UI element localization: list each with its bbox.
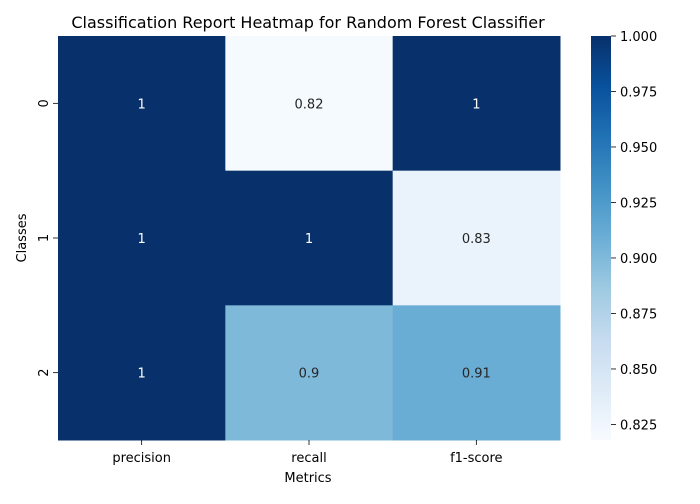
- colorbar-tick-label: 0.825: [620, 418, 657, 433]
- colorbar-tick-label: 0.850: [620, 363, 657, 378]
- cell-value-label: 0.82: [295, 97, 324, 112]
- heatmap-cell-labels: 1 0.82 1 1 1 0.83 1 0.9 0.91: [138, 97, 491, 381]
- y-tick-label: 0: [37, 99, 52, 107]
- x-tick-label: precision: [112, 451, 171, 466]
- cell-value-label: 1: [138, 232, 146, 247]
- heatmap-cell: [225, 305, 394, 441]
- chart-title: Classification Report Heatmap for Random…: [71, 13, 545, 32]
- x-axis-label: Metrics: [284, 471, 331, 486]
- colorbar-gradient: [591, 36, 611, 440]
- x-tick-label: f1-score: [450, 451, 502, 466]
- y-tick-label: 1: [37, 234, 52, 242]
- y-axis-label: Classes: [15, 213, 30, 262]
- heatmap-cells: [58, 36, 561, 441]
- cell-value-label: 1: [138, 367, 146, 382]
- heatmap-cell: [392, 170, 561, 306]
- y-tick-label: 2: [37, 369, 52, 377]
- cell-value-label: 1: [305, 232, 313, 247]
- cell-value-label: 0.9: [299, 367, 320, 382]
- colorbar-tick-label: 0.925: [620, 196, 657, 211]
- colorbar-tick-label: 1.000: [620, 30, 657, 45]
- colorbar: [591, 36, 611, 440]
- heatmap-cell: [392, 305, 561, 441]
- cell-value-label: 0.91: [462, 367, 491, 382]
- heatmap-cell: [225, 170, 394, 306]
- cell-value-label: 1: [472, 97, 480, 112]
- colorbar-tick-label: 0.950: [620, 141, 657, 156]
- heatmap-cell: [58, 305, 226, 441]
- heatmap-cell: [225, 36, 394, 172]
- colorbar-ticks: 1.000 0.975 0.950 0.925 0.900 0.875 0.850 0.825: [611, 30, 657, 433]
- cell-value-label: 1: [138, 97, 146, 112]
- y-axis-ticks: 0 1 2: [37, 99, 58, 377]
- colorbar-tick-label: 0.975: [620, 85, 657, 100]
- x-axis-ticks: precision recall f1-score: [112, 440, 503, 466]
- cell-value-label: 0.83: [462, 232, 491, 247]
- x-tick-label: recall: [291, 451, 326, 466]
- heatmap-cell: [392, 36, 561, 172]
- heatmap-cell: [58, 170, 226, 306]
- colorbar-tick-label: 0.875: [620, 307, 657, 322]
- colorbar-tick-label: 0.900: [620, 252, 657, 267]
- heatmap-cell: [58, 36, 226, 172]
